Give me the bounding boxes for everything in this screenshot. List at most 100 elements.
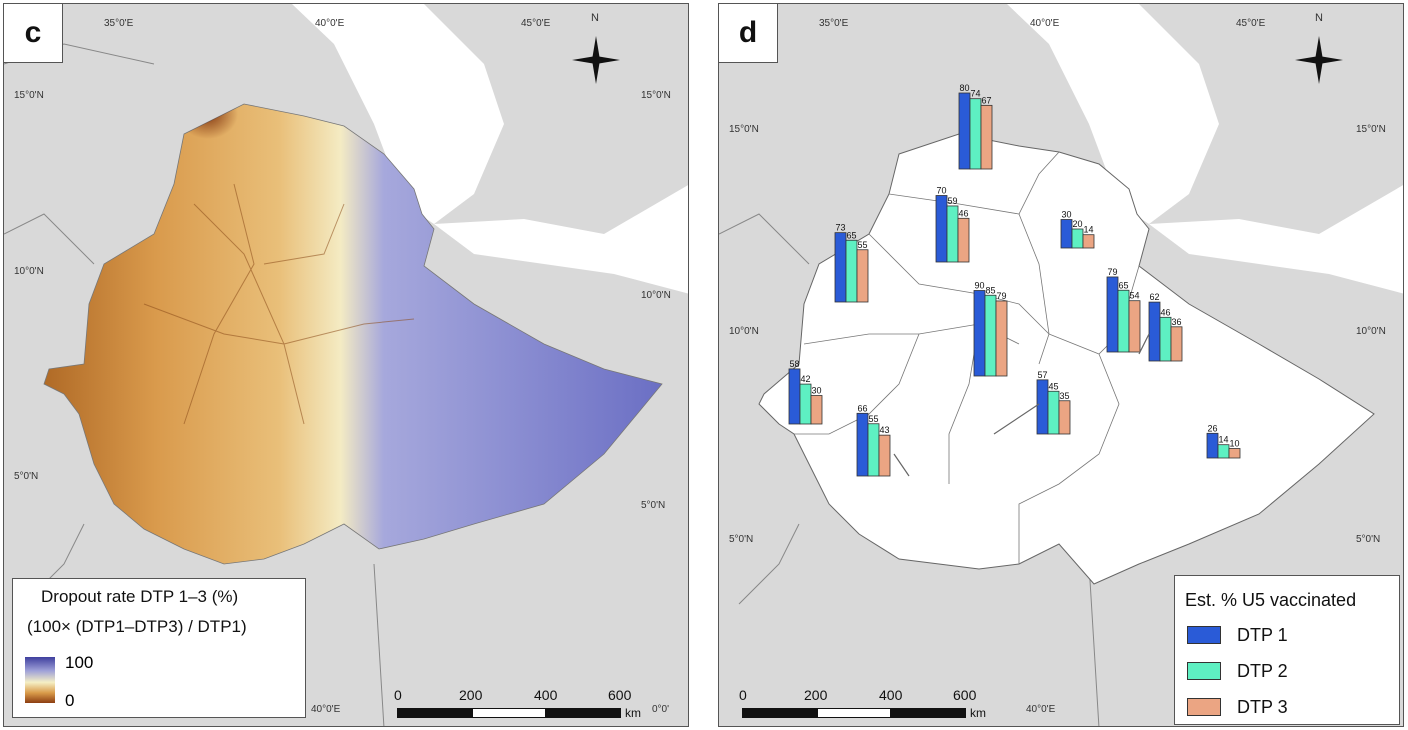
vaccination-bar — [1058, 400, 1071, 435]
vaccination-bar — [980, 104, 993, 170]
vaccination-bar — [958, 92, 971, 170]
bar-value-label: 14 — [1083, 225, 1093, 235]
scale-tick-label: 200 — [804, 687, 828, 703]
legend-swatch — [1187, 698, 1221, 716]
bar-value-label: 45 — [1048, 381, 1058, 391]
vaccination-bar — [984, 294, 997, 377]
map-panel-vaccination: 80 74 67 70 59 46 73 65 55 30 20 14 90 85 79 79 65 54 62 46… — [718, 3, 1404, 727]
north-arrow — [572, 36, 620, 84]
bar-value-label: 67 — [981, 95, 991, 105]
bar-value-label: 79 — [996, 291, 1006, 301]
lon-label: 45°0'E — [1236, 18, 1266, 29]
vaccination-bar — [799, 383, 812, 425]
vaccination-bar — [1217, 444, 1230, 459]
lat-label: 5°0'N — [641, 500, 666, 511]
vaccination-bar — [1117, 289, 1130, 353]
vaccination-bar — [973, 290, 986, 377]
lat-label: 15°0'N — [1356, 124, 1386, 135]
lon-label: 40°0'E — [1026, 704, 1056, 715]
vaccination-bar — [946, 205, 959, 263]
vaccination-bar — [1047, 390, 1060, 435]
vaccination-bar — [1159, 316, 1172, 362]
gulf-of-aden — [1149, 185, 1403, 294]
lon-label: 35°0'E — [104, 18, 134, 29]
bar-value-label: 35 — [1059, 391, 1069, 401]
bar-value-label: 85 — [985, 285, 995, 295]
scale-tick-label: 200 — [459, 687, 483, 703]
bar-value-label: 65 — [1118, 280, 1128, 290]
scale-tick-label: 400 — [879, 687, 903, 703]
corner-label: 0°0' — [652, 704, 670, 715]
bar-value-label: 42 — [800, 374, 810, 384]
bar-value-label: 36 — [1171, 317, 1181, 327]
vaccination-bar — [1228, 448, 1241, 459]
bar-value-label: 54 — [1129, 291, 1139, 301]
dropout-legend: Dropout rate DTP 1–3 (%) (100× (DTP1–DTP… — [12, 578, 306, 718]
lon-label: 45°0'E — [521, 18, 551, 29]
vaccination-legend: Est. % U5 vaccinated DTP 1 DTP 2 DTP 3 — [1174, 575, 1400, 725]
legend-subtitle: (100× (DTP1–DTP3) / DTP1) — [27, 617, 247, 636]
vaccination-bar — [856, 412, 869, 477]
legend-title: Dropout rate DTP 1–3 (%) — [41, 587, 239, 606]
bar-value-label: 62 — [1149, 292, 1159, 302]
scale-tick-label: 600 — [953, 687, 977, 703]
bar-value-label: 80 — [959, 83, 969, 93]
red-sea — [292, 4, 504, 224]
color-ramp — [25, 657, 55, 703]
scale-unit: km — [625, 706, 641, 720]
bar-value-label: 90 — [974, 281, 984, 291]
bar-value-label: 55 — [857, 240, 867, 250]
ethiopia-dropout-surface — [43, 103, 663, 565]
legend-item-dtp2: DTP 2 — [1187, 660, 1288, 682]
lat-label: 15°0'N — [14, 90, 44, 101]
bar-value-label: 10 — [1229, 439, 1239, 449]
lon-label: 40°0'E — [1030, 18, 1060, 29]
vaccination-bar — [1170, 326, 1183, 362]
scale-tick-label: 0 — [739, 687, 747, 703]
legend-title: Est. % U5 vaccinated — [1185, 590, 1357, 610]
dropout-map — [4, 4, 688, 726]
legend-max: 100 — [65, 653, 94, 672]
legend-item-dtp3: DTP 3 — [1187, 696, 1288, 718]
vaccination-bar — [845, 239, 858, 303]
ethiopia-outline — [758, 133, 1375, 585]
gulf-of-aden — [434, 185, 688, 294]
scale-tick-label: 0 — [394, 687, 402, 703]
bar-value-label: 26 — [1207, 423, 1217, 433]
panel-letter: c — [4, 4, 63, 63]
vaccination-bar — [1036, 379, 1049, 435]
bar-value-label: 55 — [868, 414, 878, 424]
bar-value-label: 58 — [789, 359, 799, 369]
bar-value-label: 73 — [835, 223, 845, 233]
lat-label: 15°0'N — [729, 124, 759, 135]
bar-value-label: 65 — [846, 230, 856, 240]
vaccination-bar — [1206, 432, 1219, 459]
bar-value-label: 43 — [879, 425, 889, 435]
bar-value-label: 46 — [1160, 307, 1170, 317]
vaccination-bar — [995, 300, 1008, 377]
vaccination-bar — [788, 368, 801, 425]
vaccination-bar — [957, 217, 970, 263]
lon-label: 35°0'E — [819, 18, 849, 29]
red-sea — [1007, 4, 1219, 224]
vaccination-bar — [856, 249, 869, 303]
vaccination-bar — [1128, 300, 1141, 353]
bar-value-label: 59 — [947, 196, 957, 206]
lat-label: 10°0'N — [1356, 326, 1386, 337]
legend-min: 0 — [65, 691, 75, 710]
vaccination-bar — [935, 195, 948, 263]
lat-label: 10°0'N — [641, 290, 671, 301]
lat-label: 5°0'N — [14, 471, 39, 482]
north-label: N — [591, 12, 599, 24]
vaccination-bar — [969, 98, 982, 170]
vaccination-bar — [1082, 234, 1095, 249]
map-panel-dropout: c 35°0'E 40°0'E 45°0'E 15°0'N 10°0'N 5°0… — [3, 3, 689, 727]
legend-swatch — [1187, 662, 1221, 680]
